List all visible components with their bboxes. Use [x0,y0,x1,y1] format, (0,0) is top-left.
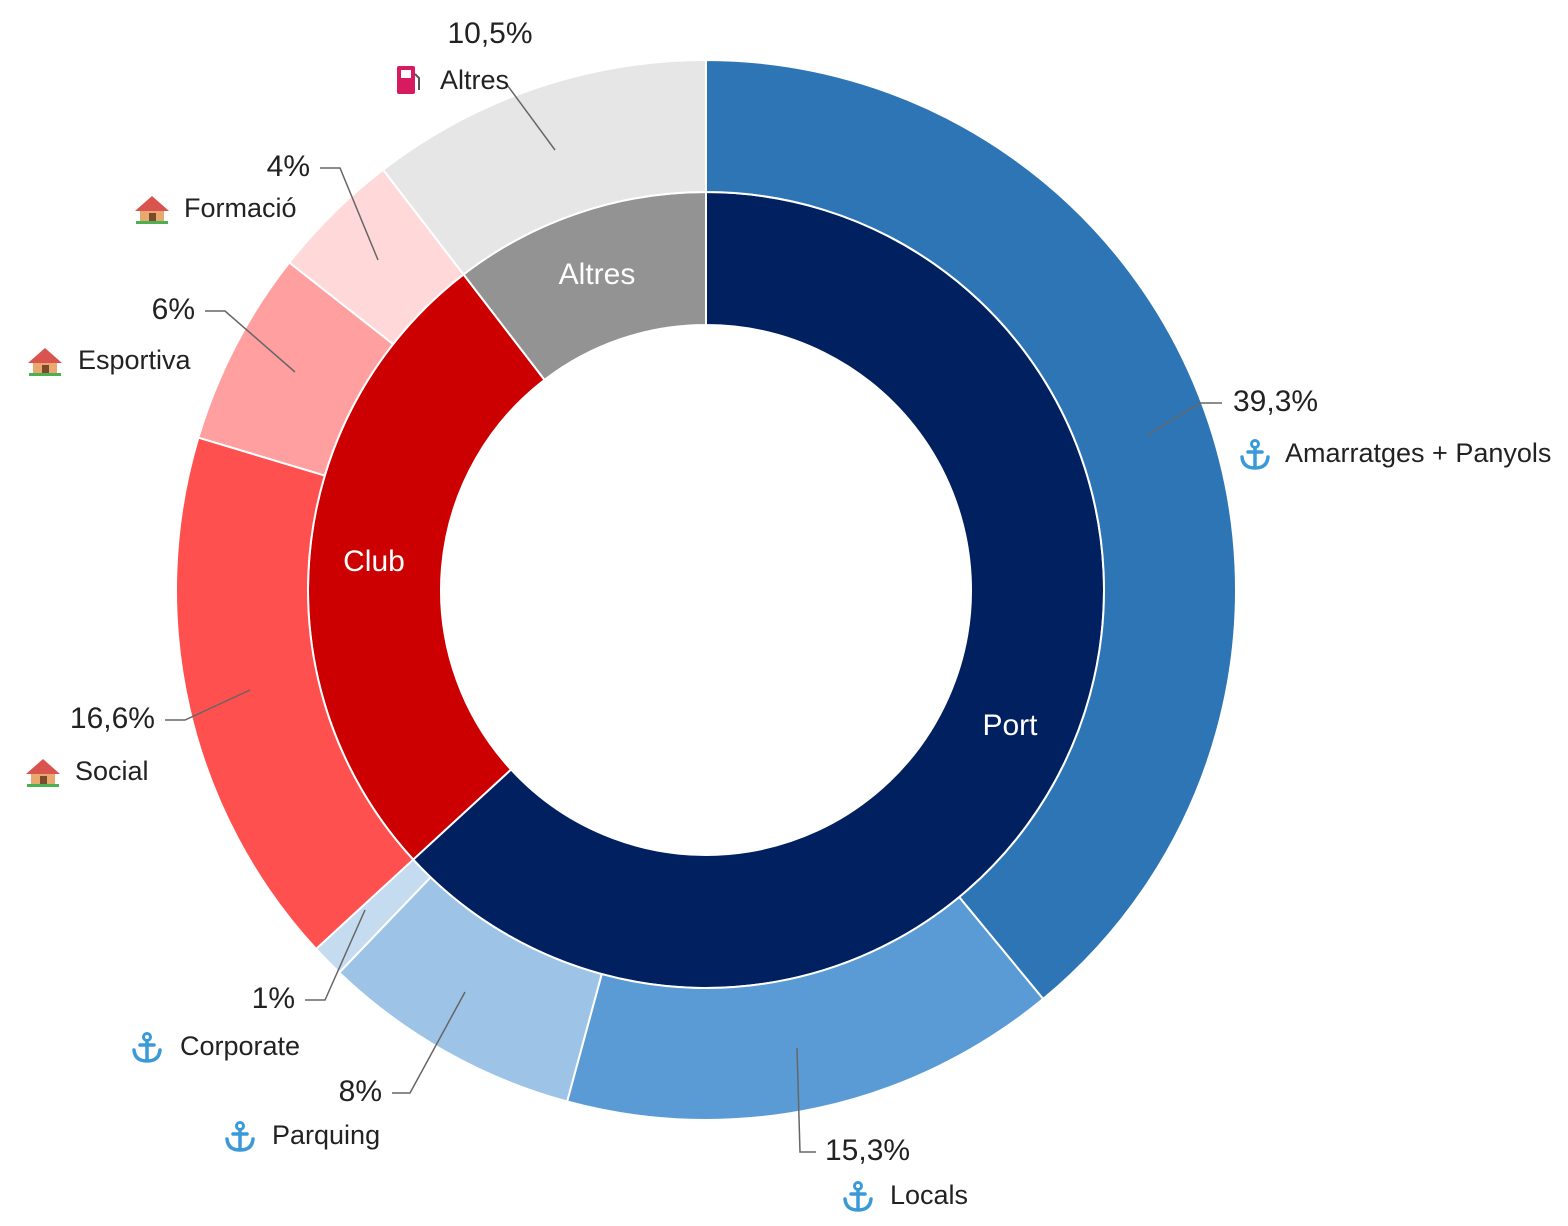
category-label: Esportiva [78,345,192,375]
icon-part [225,1128,255,1152]
category-label: Altres [440,65,509,95]
icon-part [1240,446,1270,470]
leader-line [392,991,466,1094]
value-label: 39,3% [1233,385,1318,418]
category-label: Locals [890,1180,968,1210]
slice-label: Altres [559,258,636,291]
leader-line [504,81,556,151]
leader-line [205,310,296,373]
icon [225,1121,255,1152]
icon-part [27,784,59,787]
icon [26,759,60,787]
slice-label: Club [343,545,405,578]
icon [397,66,420,94]
category-label: Social [75,756,149,786]
slice-label: Port [982,709,1038,742]
value-label: 1% [252,982,295,1015]
icon-part [136,221,168,224]
icon-part [40,776,47,785]
icon-part [26,759,60,774]
value-label: 8% [339,1075,382,1108]
leader-line [1146,402,1222,436]
category-label: Formació [184,193,297,223]
icon [135,196,169,224]
value-label: 10,5% [447,17,532,50]
icon [843,1181,873,1212]
icon [132,1032,162,1063]
icon [28,348,62,376]
icon-part [42,365,49,374]
icon-part [149,213,156,222]
donut-slice [705,58,1237,1001]
category-label: Amarratges + Panyols [1285,438,1551,468]
value-label: 4% [267,150,310,183]
category-label: Parquing [272,1120,380,1150]
category-label: Corporate [180,1031,300,1061]
icon-part [401,70,411,78]
icon-part [414,73,420,90]
donut-slice [381,58,707,276]
leader-line [165,689,251,721]
value-label: 6% [152,293,195,326]
leader-line [305,909,366,1001]
value-label: 16,6% [70,702,155,735]
icon-part [29,373,61,376]
icon-part [843,1188,873,1212]
icon-part [28,348,62,363]
leader-line [320,167,379,261]
icon-part [132,1039,162,1063]
leader-line [796,1047,816,1153]
icon-part [135,196,169,211]
icon [1240,439,1270,470]
value-label: 15,3% [825,1134,910,1167]
